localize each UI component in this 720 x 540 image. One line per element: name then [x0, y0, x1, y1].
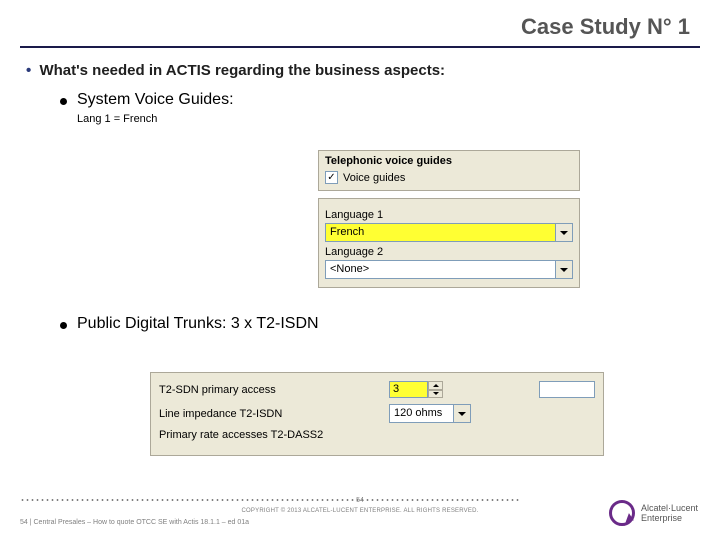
voice-guides-note: Lang 1 = French	[77, 113, 720, 125]
trunk-row-primary: T2-SDN primary access 3	[159, 381, 595, 398]
footer-line: 54 | Central Presales – How to quote OTC…	[20, 519, 249, 526]
chevron-down-icon	[433, 392, 439, 395]
disc-icon	[60, 98, 67, 105]
lang1-value: French	[325, 223, 556, 242]
lang2-label: Language 2	[325, 246, 573, 258]
slide-title: Case Study N° 1	[0, 0, 720, 46]
impedance-combo[interactable]: 120 ohms	[389, 404, 471, 423]
bullet-text: System Voice Guides:	[77, 91, 234, 109]
trunk-row1-spinner[interactable]: 3	[389, 381, 443, 398]
brand-line2: Enterprise	[641, 513, 698, 523]
voice-guides-panel: Telephonic voice guides ✓ Voice guides	[318, 150, 580, 191]
subheading-text: What's needed in ACTIS regarding the bus…	[39, 62, 445, 79]
checkbox-icon[interactable]: ✓	[325, 171, 338, 184]
checkbox-label: Voice guides	[343, 172, 405, 184]
logo-ring-icon	[609, 500, 635, 526]
title-underline	[20, 46, 700, 48]
language-panel: Language 1 French Language 2 <None>	[318, 198, 580, 288]
trunk-row2-label: Line impedance T2-ISDN	[159, 408, 389, 420]
voice-panel-header: Telephonic voice guides	[325, 155, 573, 167]
subheading: • What's needed in ACTIS regarding the b…	[0, 62, 720, 91]
trunk-row1-value: 3	[389, 381, 428, 398]
trunk-row3-label: Primary rate accesses T2-DASS2	[159, 429, 389, 441]
lang2-value: <None>	[325, 260, 556, 279]
chevron-up-icon	[433, 384, 439, 387]
blank-field[interactable]	[539, 381, 595, 398]
trunk-row1-label: T2-SDN primary access	[159, 384, 389, 396]
lang1-dropdown-button[interactable]	[556, 223, 573, 242]
brand-logo: Alcatel·Lucent Enterprise	[609, 500, 698, 526]
chevron-down-icon	[458, 412, 466, 416]
disc-icon	[60, 322, 67, 329]
bullet-voice-guides: System Voice Guides:	[60, 91, 720, 109]
bullet-text: Public Digital Trunks: 3 x T2-ISDN	[77, 315, 319, 333]
lang1-label: Language 1	[325, 209, 573, 221]
trunks-panel: T2-SDN primary access 3 Line impedance T…	[150, 372, 604, 456]
voice-guides-checkbox-row[interactable]: ✓ Voice guides	[325, 171, 573, 184]
chevron-down-icon	[560, 231, 568, 235]
trunk-row-dass2: Primary rate accesses T2-DASS2	[159, 429, 595, 441]
lang2-combo[interactable]: <None>	[325, 260, 573, 279]
brand-line1: Alcatel·Lucent	[641, 503, 698, 513]
bullet-trunks: Public Digital Trunks: 3 x T2-ISDN	[60, 315, 720, 333]
lang1-combo[interactable]: French	[325, 223, 573, 242]
impedance-value: 120 ohms	[389, 404, 454, 423]
bullet-dot: •	[26, 62, 31, 79]
chevron-down-icon	[560, 268, 568, 272]
impedance-dropdown-button[interactable]	[454, 404, 471, 423]
spin-down-button[interactable]	[428, 390, 443, 399]
lang2-dropdown-button[interactable]	[556, 260, 573, 279]
trunk-row-impedance: Line impedance T2-ISDN 120 ohms	[159, 404, 595, 423]
spin-up-button[interactable]	[428, 381, 443, 390]
